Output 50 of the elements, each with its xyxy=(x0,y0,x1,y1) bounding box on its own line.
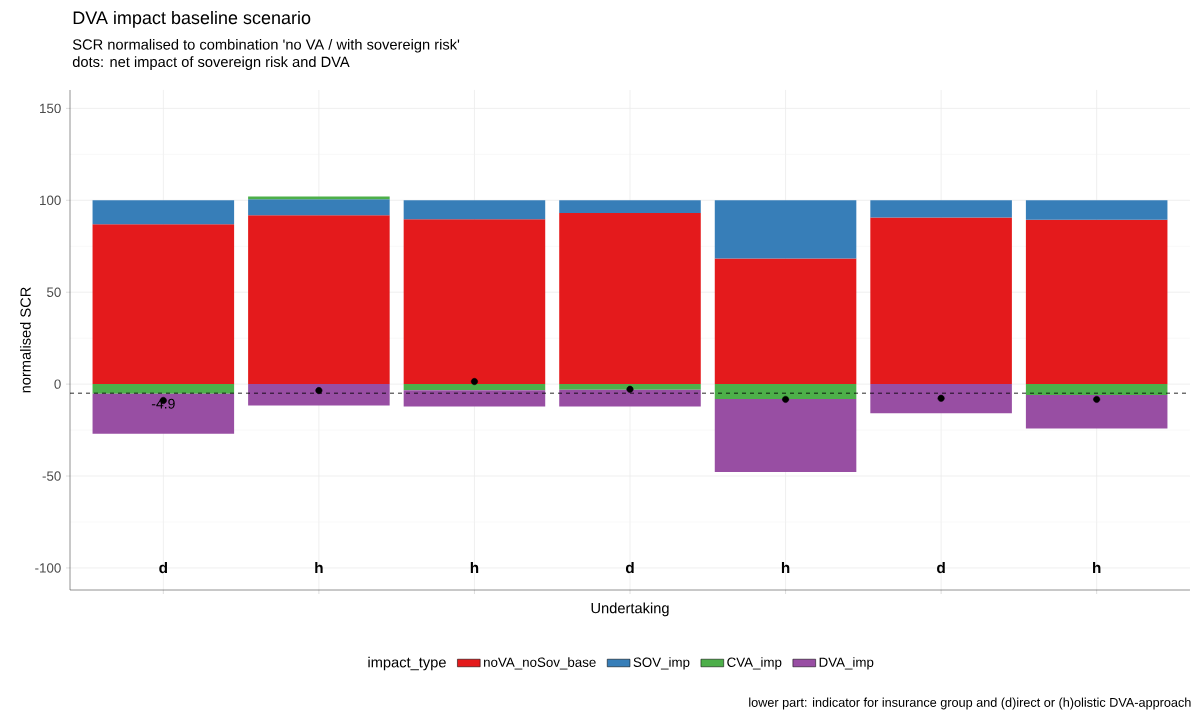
annotation: d xyxy=(159,561,167,574)
text: lower part: indicator for insurance group and (d)irect or (h)olistic DVA-approach xyxy=(749,697,1191,710)
annotation: h xyxy=(315,561,323,574)
bar xyxy=(1025,219,1168,385)
bar xyxy=(1025,384,1168,395)
bar xyxy=(870,384,1012,414)
legend-label: CVA_imp xyxy=(727,657,782,670)
chart-subtitle: SCR normalised to combination 'no VA / with sovereign risk' dots: net impact of sovereign risk and DVA xyxy=(72,38,460,70)
legend-label: noVA_noSov_base xyxy=(484,657,596,670)
bar xyxy=(1025,394,1168,429)
chart-title: DVA impact baseline scenario xyxy=(73,10,311,28)
annotation: d xyxy=(625,561,634,574)
y-tick-label: 0 xyxy=(54,379,61,389)
legend-label: SOV_imp xyxy=(633,657,690,670)
y-axis-title: normalised SCR xyxy=(20,287,31,393)
bar xyxy=(870,217,1012,385)
bar xyxy=(559,212,701,385)
x-axis-title: Undertaking xyxy=(591,602,669,617)
annotation: h xyxy=(1093,561,1101,574)
bar xyxy=(92,224,235,385)
legend-title: impact_type xyxy=(368,656,446,671)
y-tick-label: 150 xyxy=(40,103,61,114)
bar xyxy=(714,200,857,259)
bar xyxy=(92,200,235,225)
bar xyxy=(403,384,546,391)
bar xyxy=(559,384,701,390)
bar xyxy=(403,200,546,220)
bar xyxy=(714,384,857,400)
legend-label: DVA_imp xyxy=(819,657,874,670)
annotation: d xyxy=(937,561,945,574)
bar xyxy=(559,389,701,407)
bar xyxy=(248,215,390,385)
y-tick-label: 50 xyxy=(47,287,61,297)
bar xyxy=(714,399,857,472)
annotation: h xyxy=(470,561,479,574)
bar xyxy=(248,196,390,200)
bar xyxy=(870,200,1012,218)
bar xyxy=(1025,200,1168,220)
bar xyxy=(403,219,546,385)
y-tick-label: -100 xyxy=(35,563,61,573)
bar xyxy=(403,390,546,407)
bar xyxy=(92,393,235,434)
bar xyxy=(714,258,857,385)
y-tick-label: -50 xyxy=(42,471,61,481)
bar xyxy=(248,199,390,216)
y-tick-label: 100 xyxy=(40,195,61,206)
bar xyxy=(248,384,390,406)
annotation: h xyxy=(781,561,790,574)
bar xyxy=(559,200,701,213)
bar xyxy=(92,384,235,394)
